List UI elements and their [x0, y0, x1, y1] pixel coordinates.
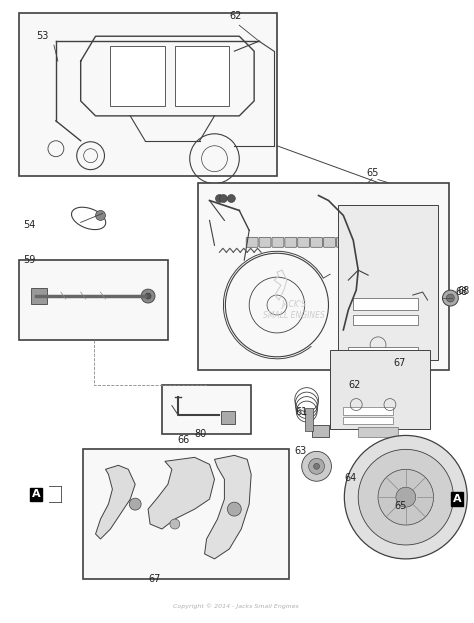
Bar — [353, 298, 418, 310]
Bar — [175, 46, 229, 106]
Bar — [31, 288, 47, 304]
FancyBboxPatch shape — [246, 237, 258, 247]
Bar — [343, 407, 393, 414]
Bar — [311, 426, 329, 437]
Bar — [198, 183, 449, 369]
FancyBboxPatch shape — [259, 237, 271, 247]
Circle shape — [344, 435, 467, 559]
FancyBboxPatch shape — [324, 237, 336, 247]
FancyBboxPatch shape — [285, 237, 297, 247]
Circle shape — [442, 290, 458, 306]
Text: 65: 65 — [366, 168, 379, 178]
FancyBboxPatch shape — [310, 237, 322, 247]
Text: 54: 54 — [23, 221, 36, 231]
Text: A: A — [453, 494, 462, 504]
Text: 68: 68 — [457, 286, 470, 296]
Circle shape — [145, 293, 151, 299]
Circle shape — [378, 469, 434, 525]
Text: 67: 67 — [393, 358, 405, 368]
Text: A: A — [32, 489, 40, 499]
Bar — [221, 411, 235, 424]
Text: 53: 53 — [36, 31, 48, 41]
Circle shape — [228, 502, 241, 516]
Text: 80: 80 — [195, 429, 207, 439]
Circle shape — [129, 498, 141, 510]
Text: 59: 59 — [23, 255, 36, 265]
Bar — [162, 384, 251, 434]
Bar — [353, 315, 418, 325]
FancyBboxPatch shape — [298, 237, 310, 247]
Circle shape — [447, 294, 455, 302]
Bar — [358, 358, 418, 369]
Circle shape — [141, 289, 155, 303]
Bar — [19, 13, 277, 176]
Bar — [348, 347, 418, 355]
Text: JACK'S
SMALL ENGINES: JACK'S SMALL ENGINES — [263, 300, 325, 320]
Bar — [82, 449, 289, 579]
Circle shape — [396, 487, 416, 507]
Circle shape — [96, 211, 105, 221]
Text: 64: 64 — [344, 473, 356, 483]
Polygon shape — [205, 455, 251, 559]
Text: 61: 61 — [296, 407, 308, 417]
Circle shape — [309, 459, 325, 474]
Text: 62: 62 — [229, 11, 242, 21]
FancyBboxPatch shape — [337, 237, 348, 247]
Text: 66: 66 — [178, 435, 190, 445]
Text: 68: 68 — [456, 287, 468, 297]
Circle shape — [219, 194, 228, 202]
Circle shape — [314, 464, 319, 469]
Circle shape — [170, 519, 180, 529]
Bar — [358, 427, 398, 437]
Bar — [305, 407, 313, 432]
FancyBboxPatch shape — [349, 237, 361, 247]
Text: 67: 67 — [148, 574, 161, 584]
Bar — [343, 417, 393, 424]
Bar — [330, 350, 429, 429]
Circle shape — [302, 452, 331, 481]
Polygon shape — [148, 457, 215, 529]
Circle shape — [228, 194, 235, 202]
FancyBboxPatch shape — [272, 237, 284, 247]
Text: 62: 62 — [348, 379, 361, 389]
Polygon shape — [96, 465, 135, 539]
Text: 63: 63 — [295, 446, 307, 457]
Bar — [19, 260, 168, 340]
Bar — [110, 46, 165, 106]
Text: 65: 65 — [394, 501, 406, 511]
Text: Copyright © 2014 - Jacks Small Engines: Copyright © 2014 - Jacks Small Engines — [173, 604, 299, 609]
Circle shape — [358, 449, 453, 545]
Circle shape — [216, 194, 223, 202]
Bar — [338, 206, 438, 360]
